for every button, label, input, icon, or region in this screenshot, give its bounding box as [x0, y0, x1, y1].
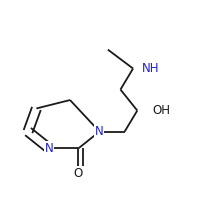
- Text: NH: NH: [141, 62, 158, 75]
- Text: OH: OH: [151, 104, 169, 117]
- Text: N: N: [95, 125, 103, 138]
- Text: N: N: [44, 142, 53, 155]
- Text: O: O: [73, 167, 83, 180]
